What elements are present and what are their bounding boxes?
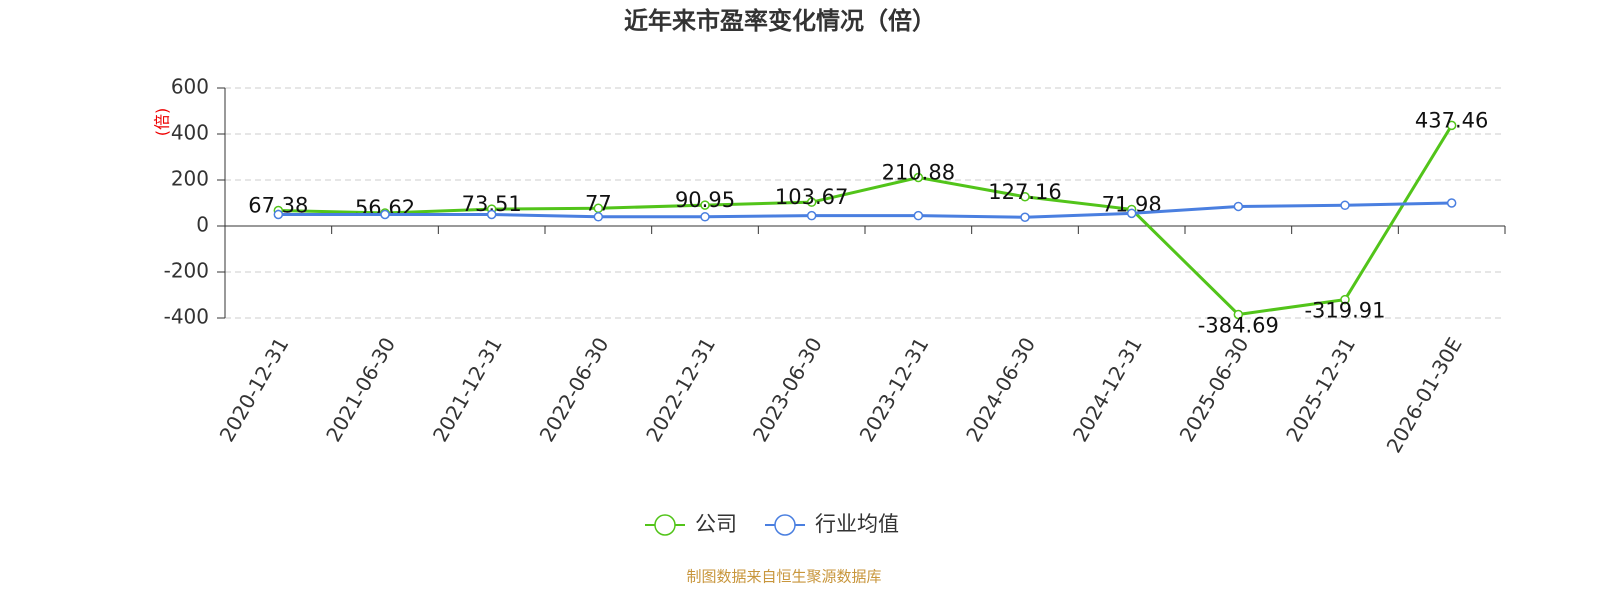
source-note: 制图数据来自恒生聚源数据库 — [686, 568, 881, 586]
data-point — [1020, 212, 1030, 223]
legend-marker — [774, 514, 796, 536]
data-label: -384.69 — [1198, 313, 1279, 337]
x-tick-label: 2025-06-30 — [1175, 333, 1254, 446]
data-point — [1340, 294, 1350, 305]
data-point — [1446, 198, 1457, 208]
y-tick-label: -200 — [164, 259, 209, 283]
data-label: 90.95 — [675, 188, 735, 212]
data-label: 103.67 — [775, 185, 848, 209]
x-tick-label: 2023-06-30 — [748, 333, 827, 446]
data-point — [1446, 120, 1457, 131]
data-label: 127.16 — [988, 180, 1061, 204]
data-point — [913, 210, 924, 221]
data-point — [273, 209, 284, 220]
data-point — [913, 172, 924, 183]
x-tick-label: 2020-12-31 — [215, 333, 294, 446]
data-point — [1126, 208, 1137, 219]
x-tick-label: 2022-12-31 — [641, 333, 720, 446]
x-tick-label: 2025-12-31 — [1281, 333, 1360, 446]
data-point — [380, 209, 390, 220]
y-tick-label: 0 — [196, 213, 209, 237]
data-label: 437.46 — [1415, 108, 1488, 132]
data-point — [806, 197, 817, 207]
legend-label: 行业均值 — [815, 512, 899, 536]
data-point — [1233, 201, 1244, 212]
series-line — [278, 201, 1452, 219]
y-tick-label: 200 — [171, 167, 209, 191]
x-tick-label: 2024-12-31 — [1068, 333, 1147, 446]
data-point — [806, 210, 817, 221]
y-tick-label: 600 — [171, 75, 209, 99]
legend-marker — [654, 514, 676, 536]
data-point — [1020, 192, 1030, 202]
data-label: -319.91 — [1304, 299, 1385, 323]
chart-title: 近年来市盈率变化情况（倍） — [624, 7, 936, 35]
x-tick-label: 2026-01-30E — [1382, 333, 1467, 457]
data-point — [700, 212, 710, 222]
data-label: 210.88 — [882, 160, 955, 184]
x-tick-label: 2022-06-30 — [535, 333, 614, 446]
data-point — [1340, 200, 1350, 211]
data-point — [1233, 309, 1244, 320]
y-axis-label: (倍) — [153, 108, 172, 137]
x-tick-label: 2023-12-31 — [855, 333, 934, 446]
data-point — [593, 212, 604, 222]
x-tick-label: 2021-12-31 — [428, 333, 507, 446]
legend: 公司 行业均值 — [645, 512, 899, 536]
series-line — [278, 124, 1453, 317]
y-tick-label: 400 — [171, 121, 209, 145]
x-tick-label: 2024-06-30 — [961, 333, 1040, 446]
data-point — [486, 209, 497, 220]
data-label: 77 — [585, 191, 612, 215]
y-tick-label: -400 — [164, 305, 209, 329]
data-point — [700, 200, 710, 210]
legend-label: 公司 — [695, 512, 737, 536]
x-tick-label: 2021-06-30 — [321, 333, 400, 446]
